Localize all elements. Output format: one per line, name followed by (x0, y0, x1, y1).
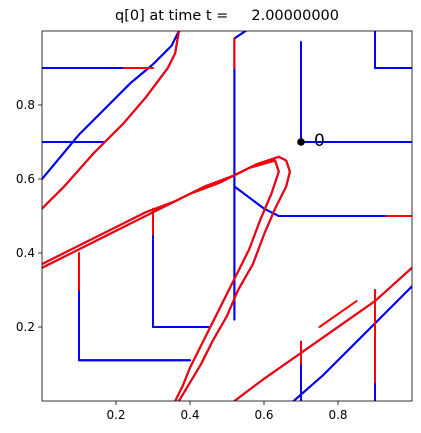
x-tick-label: 0.6 (254, 408, 273, 422)
contour-line-blue-29 (42, 31, 180, 180)
plot-area (42, 31, 412, 401)
annotation-layer: 0 (297, 131, 325, 151)
contour-line-blue-35 (233, 31, 247, 40)
plot-frame (41, 30, 413, 402)
contour-line-blue-24 (78, 289, 191, 362)
contour-line-red-39 (42, 155, 291, 401)
contour-line-blue-23 (374, 31, 412, 69)
contour-line-red-41 (233, 266, 412, 401)
x-tick-label: 0.4 (180, 408, 199, 422)
x-tick-label: 0.8 (328, 408, 347, 422)
contour-line-blue-32 (233, 185, 412, 217)
x-axis: 0.2 0.4 0.6 0.8 (106, 401, 348, 422)
contour-line-red-40 (42, 159, 280, 401)
y-tick-label: 0.4 (16, 246, 35, 260)
contour-line-blue-25 (152, 215, 210, 328)
y-tick-label: 0.2 (16, 320, 35, 334)
contour-line-red-49 (318, 300, 358, 328)
y-tick-label: 0.6 (16, 172, 35, 186)
annotation-label: 0 (314, 131, 325, 151)
x-tick-label: 0.2 (106, 408, 125, 422)
chart-title: q[0] at time t = 2.00000000 (115, 8, 339, 24)
contour-line-red-38 (42, 31, 180, 210)
contour-line-black-4 (374, 31, 412, 69)
annotation-point (297, 138, 305, 146)
contour-line-blue-37 (292, 285, 412, 401)
y-tick-label: 0.8 (16, 98, 35, 112)
y-axis: 0.2 0.4 0.6 0.8 (16, 98, 42, 334)
contour-line-black-10 (42, 31, 180, 180)
contour-line-black-6 (152, 215, 210, 328)
contour-line-black-13 (233, 185, 412, 217)
contour-line-black-5 (78, 289, 191, 362)
